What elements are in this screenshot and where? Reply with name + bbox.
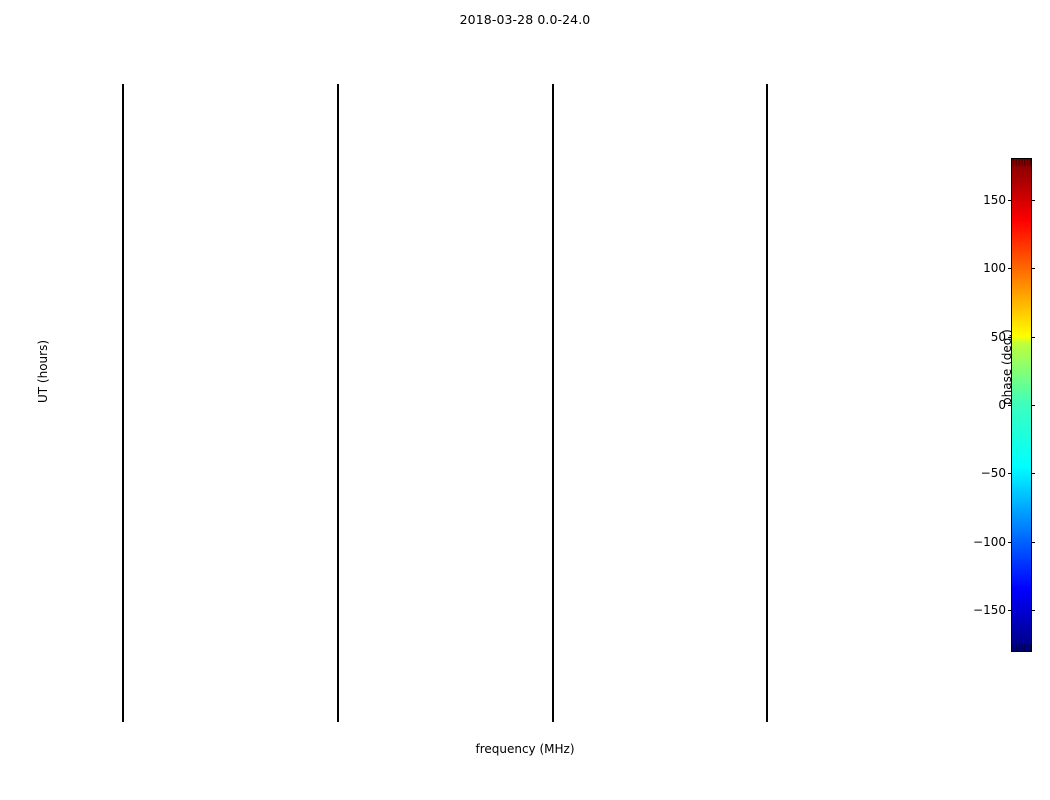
y-tick-mark [337, 452, 338, 453]
colorbar-tick-label: 0 [998, 398, 1006, 412]
colorbar[interactable]: 150 100 50 0 −50 −100 −150 [973, 158, 1035, 652]
figure-suptitle: 2018-03-28 0.0-24.0 [459, 12, 591, 27]
y-tick-mark-right [553, 180, 554, 181]
y-tick-mark [552, 587, 553, 588]
y-tick-mark-right [123, 587, 124, 588]
y-tick-mark-right [553, 316, 554, 317]
y-tick-mark-right [123, 180, 124, 181]
y-tick-mark [337, 316, 338, 317]
colorbar-tick-label: −100 [973, 534, 1006, 549]
colorbar-tick-label: 50 [990, 329, 1006, 344]
y-tick-mark-right [338, 587, 339, 588]
colorbar-tick-mark [1008, 405, 1012, 406]
y-tick-mark [337, 180, 338, 181]
y-tick-mark-right [338, 180, 339, 181]
colorbar-tick-label: 100 [983, 261, 1006, 276]
colorbar-tick-mark-inner [1031, 541, 1035, 543]
y-tick-mark-right [123, 452, 124, 453]
colorbar-tick-mark-inner [1031, 405, 1035, 406]
colorbar-tick-mark [1008, 200, 1012, 201]
panel-xy[interactable]: XY, V8*V13=EA27*EA1105101520320335350365… [552, 84, 554, 722]
colorbar-tick-mark-inner [1031, 610, 1035, 611]
y-tick-mark-right [123, 316, 124, 317]
colorbar-tick-label: 150 [983, 193, 1006, 207]
y-tick-mark-right [767, 316, 768, 317]
y-tick-mark [552, 452, 553, 453]
panel-xx[interactable]: XX, V8*V13=EA27*EA1105101520320335350365… [122, 84, 124, 722]
colorbar-tick-mark [1008, 268, 1012, 270]
colorbar-tick-mark-inner [1031, 336, 1035, 338]
colorbar-image [1012, 159, 1031, 651]
y-tick-mark-right [338, 452, 339, 453]
y-tick-mark-right [767, 452, 768, 453]
y-tick-mark [122, 452, 123, 453]
colorbar-tick-mark-inner [1031, 473, 1035, 475]
colorbar-tick-mark [1008, 336, 1012, 338]
y-tick-mark [766, 180, 767, 181]
colorbar-tick-label: −50 [980, 466, 1006, 481]
y-tick-mark [766, 316, 767, 317]
y-tick-mark-right [553, 452, 554, 453]
y-tick-mark [766, 587, 767, 588]
x-axis-label: frequency (MHz) [475, 742, 575, 756]
colorbar-gradient [1012, 159, 1031, 651]
panel-yy[interactable]: YY, V8*V13=EA27*EA1105101520320335350365… [337, 84, 339, 722]
colorbar-tick-label: −150 [973, 603, 1006, 617]
y-tick-mark-right [767, 587, 768, 588]
y-tick-mark-right [767, 180, 768, 181]
colorbar-tick-mark-inner [1031, 268, 1035, 270]
y-axis-label: UT (hours) [36, 339, 50, 403]
y-tick-mark [766, 452, 767, 453]
colorbar-tick-mark [1008, 610, 1012, 611]
panel-yx[interactable]: YX, V8*V13=EA27*EA1105101520320335350365… [766, 84, 768, 722]
y-tick-mark [337, 587, 338, 588]
y-tick-mark [552, 316, 553, 317]
colorbar-tick-mark [1008, 473, 1012, 475]
y-tick-mark [552, 180, 553, 181]
colorbar-tick-mark [1008, 541, 1012, 543]
y-tick-mark [122, 316, 123, 317]
colorbar-tick-mark-inner [1031, 200, 1035, 201]
y-tick-mark-right [338, 316, 339, 317]
y-tick-mark [122, 587, 123, 588]
y-tick-mark [122, 180, 123, 181]
y-tick-mark-right [553, 587, 554, 588]
